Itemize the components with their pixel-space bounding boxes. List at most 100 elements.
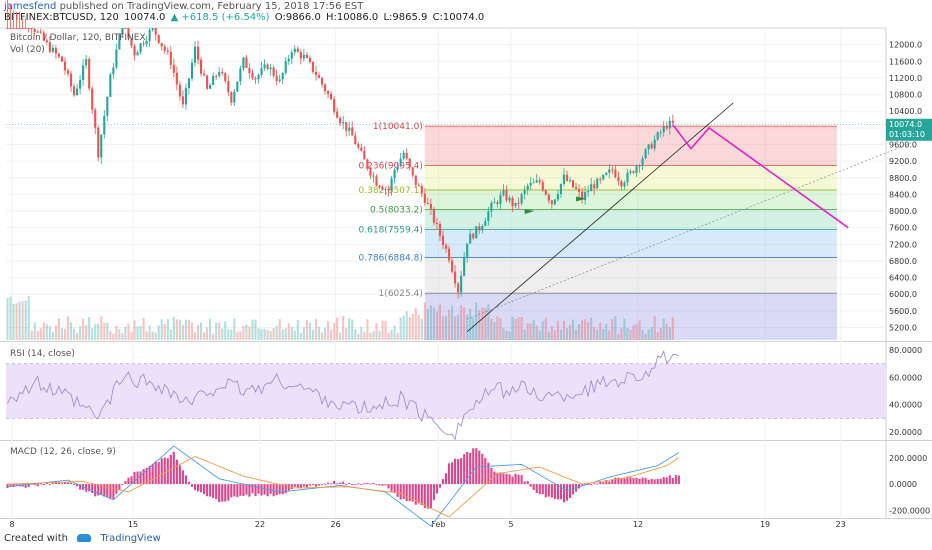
macd-histogram-bar bbox=[48, 484, 51, 486]
author-link[interactable]: jamesfend bbox=[4, 1, 57, 12]
ohlc-line: BITFINEX:BTCUSD, 120 10074.0 ▲ +618.5 (+… bbox=[4, 12, 486, 23]
candle-body bbox=[269, 67, 272, 70]
candle-body bbox=[581, 191, 584, 200]
macd-histogram-bar bbox=[650, 478, 653, 485]
candle-body bbox=[172, 64, 175, 73]
candle-body bbox=[348, 127, 351, 131]
macd-histogram-bar bbox=[251, 484, 254, 494]
candle-body bbox=[79, 80, 82, 89]
volume-bar bbox=[248, 326, 251, 340]
macd-histogram-bar bbox=[203, 484, 206, 495]
macd-histogram-bar bbox=[139, 471, 142, 485]
volume-bar bbox=[9, 296, 12, 340]
macd-histogram-bar bbox=[148, 465, 151, 485]
macd-histogram-bar bbox=[351, 484, 354, 486]
y-tick-label: 6000.0 bbox=[889, 290, 917, 299]
volume-bar bbox=[423, 302, 426, 340]
volume-bar bbox=[94, 323, 97, 340]
macd-histogram-bar bbox=[63, 482, 67, 485]
flag-marker bbox=[524, 208, 535, 214]
volume-bar bbox=[88, 317, 91, 340]
macd-histogram-bar bbox=[520, 475, 523, 485]
fib-band bbox=[424, 209, 837, 230]
candle-body bbox=[254, 78, 257, 80]
volume-bar bbox=[245, 324, 248, 340]
candle-body bbox=[429, 204, 432, 209]
signal-line bbox=[7, 455, 680, 518]
volume-bar bbox=[659, 327, 662, 340]
volume-bar bbox=[481, 307, 484, 340]
volume-bar bbox=[390, 329, 393, 340]
macd-histogram-bar bbox=[454, 458, 457, 485]
macd-histogram-bar bbox=[614, 477, 617, 485]
volume-bar bbox=[351, 319, 354, 340]
volume-bar bbox=[281, 329, 284, 340]
macd-histogram-bar bbox=[230, 484, 233, 498]
candle-body bbox=[248, 67, 251, 74]
volume-bar bbox=[441, 316, 445, 340]
volume-bar bbox=[251, 319, 254, 340]
dotted-trendline bbox=[467, 134, 932, 320]
candle-body bbox=[112, 67, 115, 75]
macd-histogram-bar bbox=[269, 484, 272, 494]
candle-body bbox=[408, 158, 411, 168]
candle-body bbox=[556, 193, 559, 200]
volume-bar bbox=[269, 331, 272, 340]
candle-body bbox=[15, 28, 18, 29]
candle-body bbox=[626, 172, 629, 183]
macd-histogram-bar bbox=[209, 484, 212, 497]
volume-bar bbox=[487, 304, 490, 340]
candle-body bbox=[366, 159, 369, 169]
candle-body bbox=[481, 225, 484, 231]
candle-body bbox=[538, 180, 541, 183]
volume-bar bbox=[263, 328, 266, 340]
volume-bar bbox=[342, 316, 345, 340]
tradingview-brand[interactable]: TradingView bbox=[100, 533, 161, 544]
volume-bar bbox=[511, 316, 514, 340]
candle-body bbox=[115, 49, 118, 68]
volume-bar bbox=[278, 319, 281, 340]
candle-body bbox=[124, 28, 127, 29]
high-value: H:10086.0 bbox=[326, 12, 379, 23]
candle-body bbox=[9, 28, 12, 29]
macd-histogram-bar bbox=[490, 467, 493, 485]
candle-body bbox=[85, 59, 88, 66]
created-with-text: Created with bbox=[4, 533, 68, 544]
volume-bar bbox=[523, 329, 526, 340]
volume-bar bbox=[327, 321, 330, 340]
volume-bar bbox=[254, 319, 257, 340]
volume-bar bbox=[620, 327, 623, 340]
macd-histogram-bar bbox=[345, 484, 348, 486]
volume-bar bbox=[556, 320, 559, 340]
macd-histogram-bar bbox=[187, 481, 191, 485]
macd-histogram-bar bbox=[544, 484, 547, 498]
candle-body bbox=[553, 199, 556, 205]
macd-histogram-bar bbox=[608, 481, 611, 485]
candle-body bbox=[290, 52, 293, 59]
candle-body bbox=[169, 52, 172, 65]
macd-histogram-bar bbox=[677, 475, 680, 485]
candle-body bbox=[608, 169, 611, 173]
x-tick-label: Feb bbox=[431, 520, 445, 529]
macd-histogram-bar bbox=[447, 463, 451, 485]
macd-histogram-bar bbox=[387, 484, 390, 489]
macd-histogram-bar bbox=[638, 478, 641, 485]
volume-bar bbox=[438, 304, 442, 340]
candle-body bbox=[266, 64, 269, 70]
volume-bar bbox=[469, 308, 472, 340]
macd-histogram-bar bbox=[42, 483, 45, 485]
volume-bar bbox=[139, 325, 142, 340]
volume-bar bbox=[151, 331, 154, 340]
volume-bar bbox=[526, 323, 529, 340]
macd-histogram-bar bbox=[435, 484, 438, 494]
volume-bar bbox=[562, 320, 566, 340]
volume-bar bbox=[212, 333, 215, 340]
candle-body bbox=[671, 120, 674, 124]
volume-bar bbox=[411, 314, 414, 340]
candle-body bbox=[106, 96, 109, 116]
macd-histogram-bar bbox=[54, 481, 57, 485]
candle-body bbox=[562, 174, 566, 184]
candle-body bbox=[320, 77, 324, 85]
candle-body bbox=[336, 111, 339, 118]
